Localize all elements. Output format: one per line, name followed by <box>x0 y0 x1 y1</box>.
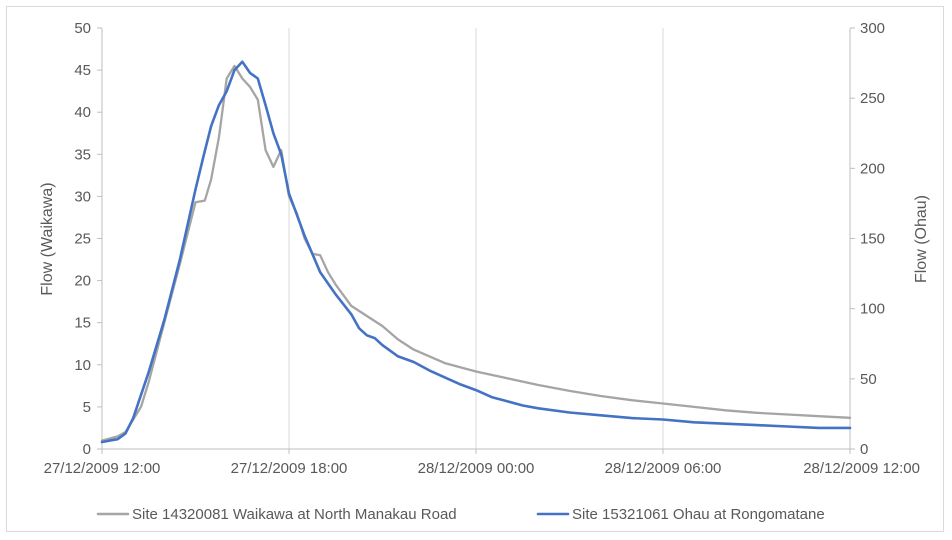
left-tick-label: 25 <box>74 231 91 248</box>
chart-frame <box>6 6 944 532</box>
left-tick-label: 40 <box>74 104 91 121</box>
x-tick-label: 28/12/2009 12:00 <box>803 460 920 477</box>
left-tick-label: 35 <box>74 146 91 163</box>
x-axis-ticks: 27/12/2009 12:00 27/12/2009 18:00 28/12/20… <box>44 449 920 477</box>
right-axis-ticks: 0 50 100 150 200 250 300 <box>850 20 885 458</box>
right-tick-label: 50 <box>860 371 877 388</box>
series-lines <box>100 60 852 444</box>
left-tick-label: 50 <box>74 20 91 37</box>
right-tick-label: 300 <box>860 20 885 37</box>
x-tick-label: 28/12/2009 06:00 <box>605 460 722 477</box>
left-tick-label: 15 <box>74 315 91 332</box>
series-line-2 <box>100 60 852 444</box>
right-tick-label: 250 <box>860 90 885 107</box>
legend-label-2: Site 15321061 Ohau at Rongomatane <box>572 506 825 523</box>
left-tick-label: 5 <box>83 399 91 416</box>
left-tick-label: 30 <box>74 188 91 205</box>
x-tick-label: 27/12/2009 18:00 <box>231 460 348 477</box>
gridlines <box>101 28 851 450</box>
right-tick-label: 150 <box>860 231 885 248</box>
left-tick-label: 45 <box>74 62 91 79</box>
x-tick-label: 28/12/2009 00:00 <box>418 460 535 477</box>
left-tick-label: 0 <box>83 441 91 458</box>
legend-label-1: Site 14320081 Waikawa at North Manakau R… <box>132 506 457 523</box>
left-tick-label: 10 <box>74 357 91 374</box>
left-tick-label: 20 <box>74 273 91 290</box>
x-tick-label: 27/12/2009 12:00 <box>44 460 161 477</box>
right-tick-label: 0 <box>860 441 868 458</box>
legend: Site 14320081 Waikawa at North Manakau R… <box>96 506 825 523</box>
right-tick-label: 100 <box>860 301 885 318</box>
right-axis-label: Flow (Ohau) <box>913 195 930 283</box>
right-tick-label: 200 <box>860 160 885 177</box>
left-axis-ticks: 0 5 10 15 20 25 30 35 40 45 50 <box>74 20 102 458</box>
left-axis-label: Flow (Waikawa) <box>39 182 56 295</box>
